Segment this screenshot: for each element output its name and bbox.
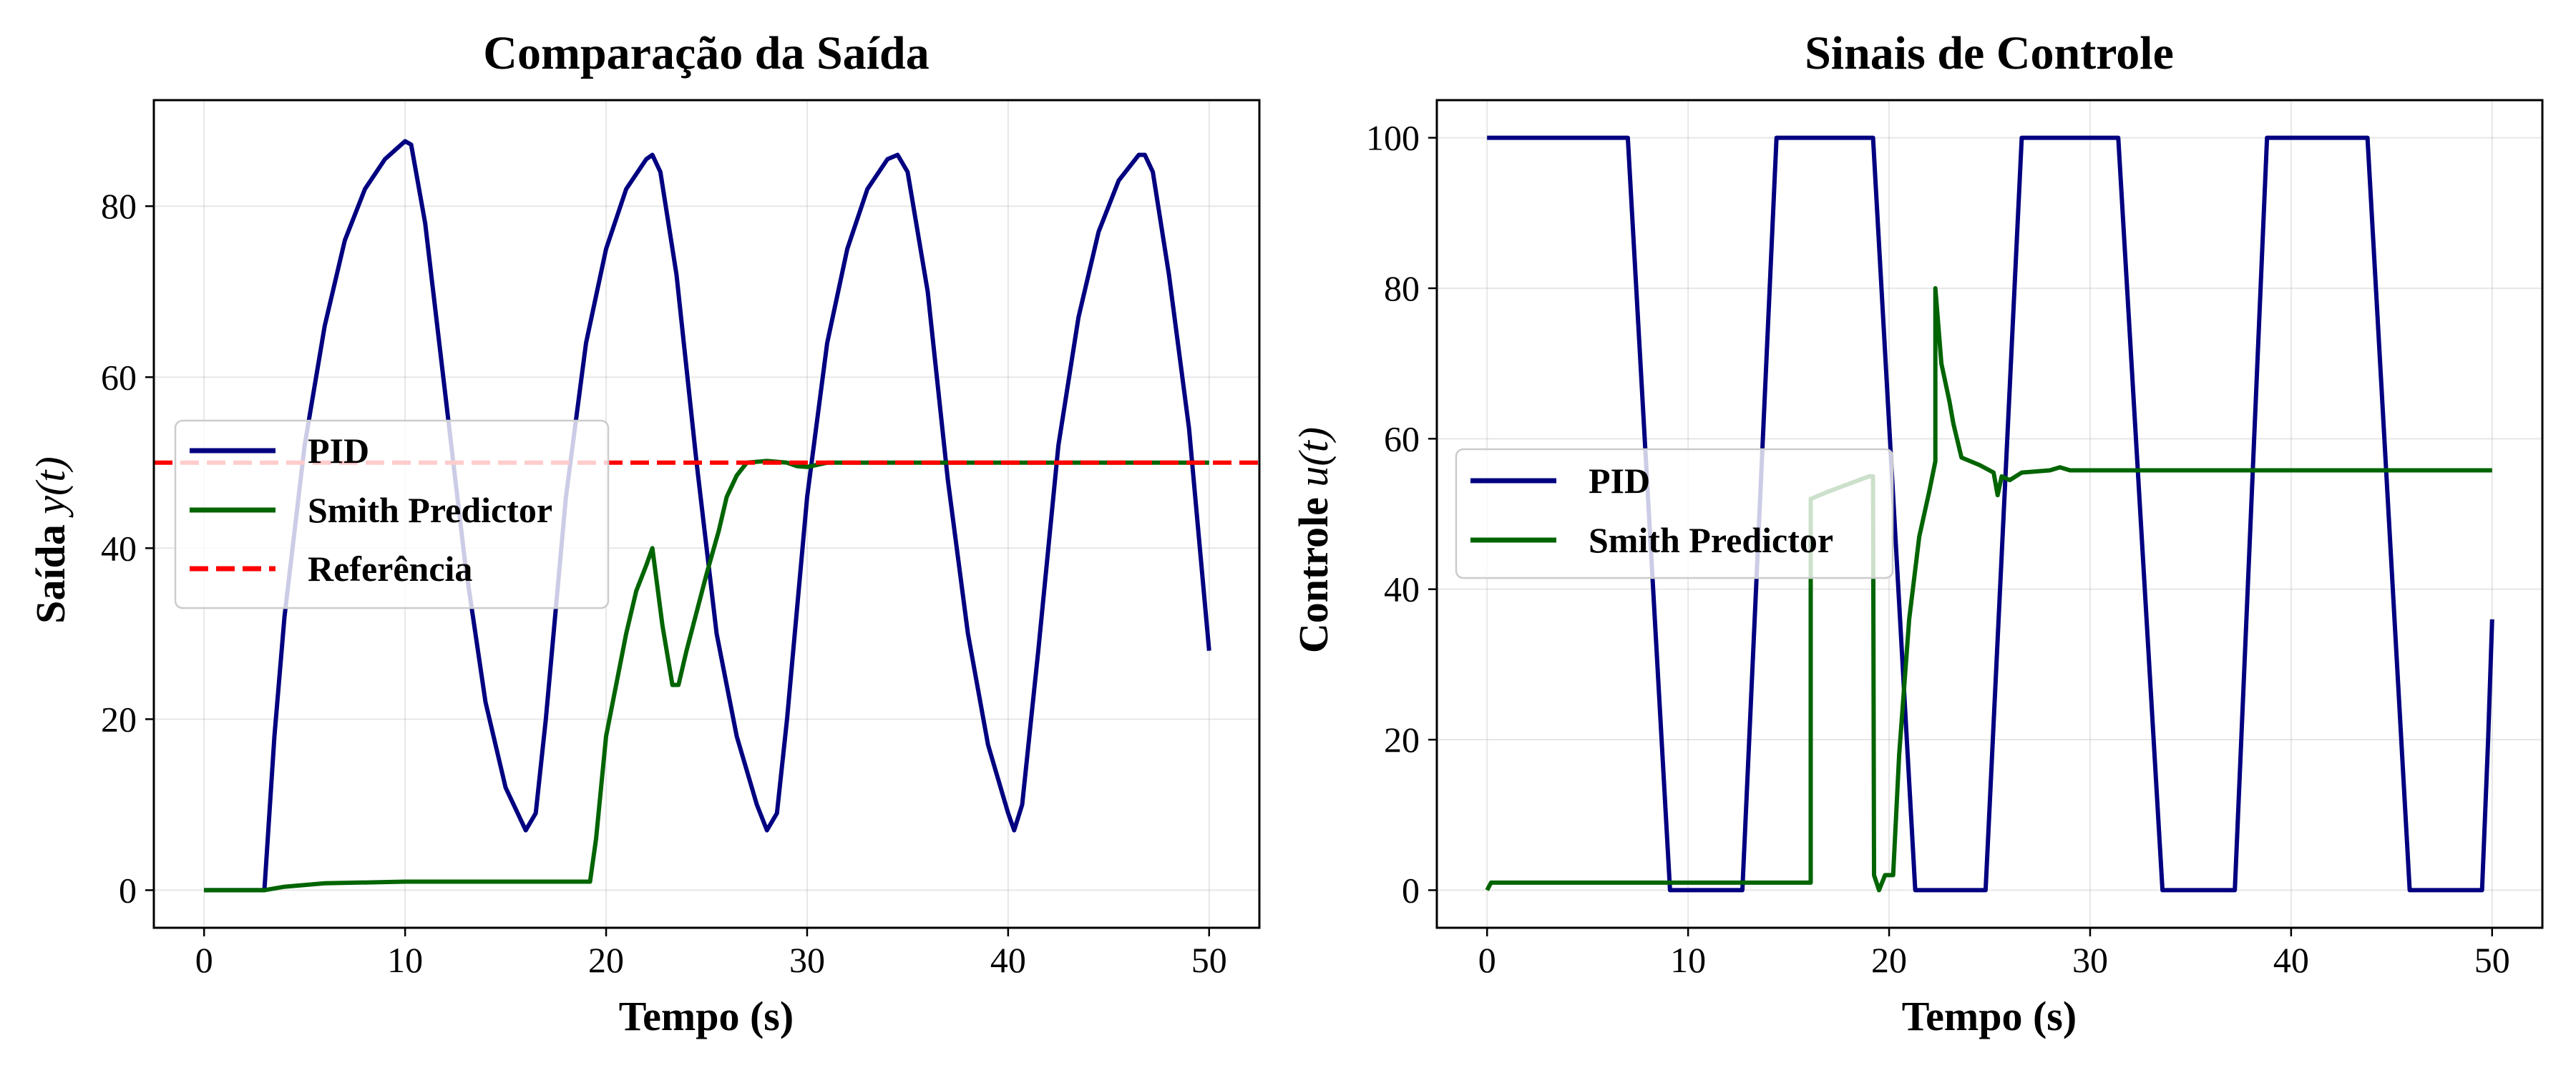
legend-label-pid: PID <box>308 431 369 471</box>
y-tick-label: 60 <box>101 357 137 397</box>
legend-box <box>1455 448 1894 579</box>
y-tick-label: 80 <box>101 186 137 226</box>
legend-label-smith: Smith Predictor <box>1589 520 1833 560</box>
y-axis-label-text: Controle <box>1290 497 1337 653</box>
y-axis-label-math: y(t) <box>27 456 74 518</box>
y-tick-label: 80 <box>1384 268 1420 308</box>
x-tick-label: 50 <box>2474 940 2510 980</box>
chart-title-text: Sinais de Controle <box>1805 27 2174 79</box>
legend-label-reference: Referência <box>308 549 472 589</box>
x-tick-label: 20 <box>1871 940 1907 980</box>
x-axis-ticks: 0 10 20 30 40 50 <box>1478 928 2510 980</box>
y-tick-label: 40 <box>1384 569 1420 609</box>
y-axis-ticks: 0 20 40 60 80 100 <box>1366 118 1437 910</box>
x-tick-label: 10 <box>387 940 423 980</box>
legend: PID Smith Predictor Referência <box>174 419 610 609</box>
svg-text:Saída y(t): Saída y(t) <box>27 456 74 624</box>
x-tick-label: 50 <box>1191 940 1227 980</box>
svg-text:Controle u(t): Controle u(t) <box>1290 427 1337 653</box>
legend-item-smith: Smith Predictor <box>1470 520 1833 560</box>
legend-item-smith: Smith Predictor <box>190 490 552 530</box>
series-line-pid <box>1487 135 2494 893</box>
chart-title: Sinais de Controle <box>1805 27 2174 79</box>
y-tick-label: 40 <box>101 528 137 568</box>
y-axis-ticks: 0 20 40 60 80 <box>101 186 154 910</box>
x-tick-label: 30 <box>2072 940 2108 980</box>
y-tick-label: 0 <box>1402 870 1420 910</box>
legend-item-pid: PID <box>190 431 369 471</box>
x-tick-label: 40 <box>2273 940 2309 980</box>
x-tick-label: 0 <box>1478 940 1496 980</box>
chart-title: Comparação da Saída <box>483 27 929 79</box>
legend: PID Smith Predictor <box>1455 448 1894 579</box>
y-axis-label-math: u(t) <box>1290 427 1337 487</box>
plot-frame <box>152 99 1261 929</box>
x-tick-label: 10 <box>1670 940 1706 980</box>
x-axis-label: Tempo (s) <box>619 993 794 1039</box>
legend-item-reference: Referência <box>190 549 472 589</box>
x-axis-ticks: 0 10 20 30 40 50 <box>195 928 1227 980</box>
plot-lines <box>154 139 1259 893</box>
y-tick-label: 100 <box>1366 118 1420 158</box>
y-axis-label-text: Saída <box>27 524 74 624</box>
output-comparison-chart: Comparação da Saída 0 10 20 30 40 50 0 20 40 60 8… <box>27 27 1261 1039</box>
y-tick-label: 20 <box>101 699 137 739</box>
x-tick-label: 40 <box>990 940 1026 980</box>
x-tick-label: 0 <box>195 940 213 980</box>
x-tick-label: 30 <box>789 940 825 980</box>
y-tick-label: 0 <box>119 870 137 910</box>
y-tick-label: 60 <box>1384 418 1420 459</box>
y-tick-label: 20 <box>1384 720 1420 760</box>
control-signals-chart: Sinais de Controle 0 10 20 30 40 50 0 20 40 60 80… <box>1290 27 2544 1039</box>
x-tick-label: 20 <box>588 940 624 980</box>
series-line-pid <box>204 139 1211 893</box>
plot-frame <box>1435 99 2544 929</box>
x-axis-label: Tempo (s) <box>1902 993 2077 1039</box>
chart-title-text: Comparação da Saída <box>483 27 929 79</box>
y-axis-label: Saída y(t) <box>27 456 74 624</box>
legend-item-pid: PID <box>1470 461 1650 501</box>
y-axis-label: Controle u(t) <box>1290 427 1337 653</box>
legend-box <box>174 419 610 609</box>
legend-label-smith: Smith Predictor <box>308 490 552 530</box>
legend-label-pid: PID <box>1589 461 1650 501</box>
